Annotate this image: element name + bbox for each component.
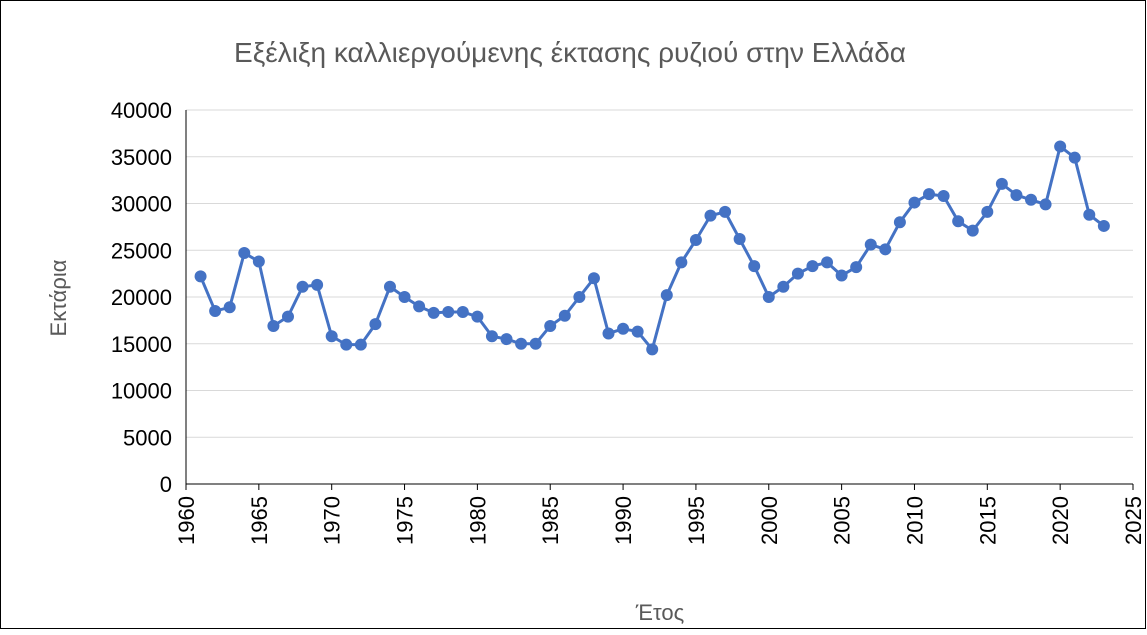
data-point	[223, 301, 236, 314]
data-point	[442, 305, 455, 318]
data-point	[791, 267, 804, 280]
data-point	[544, 319, 557, 332]
data-point	[646, 343, 659, 356]
x-axis-label: Έτος	[635, 600, 684, 625]
x-tick-label: 2020	[1048, 496, 1073, 545]
data-point	[1010, 189, 1023, 202]
data-point	[1097, 219, 1110, 232]
y-tick-label: 5000	[123, 425, 172, 450]
data-point	[529, 337, 542, 350]
data-point	[806, 260, 819, 273]
data-point	[675, 256, 688, 269]
data-point	[617, 322, 630, 335]
data-point	[325, 330, 338, 343]
data-point	[267, 319, 280, 332]
x-tick-label: 2025	[1121, 496, 1146, 545]
data-point	[631, 325, 644, 338]
data-point	[485, 330, 498, 343]
x-tick-label: 1990	[611, 496, 636, 545]
data-point	[879, 243, 892, 256]
x-tick-label: 2005	[830, 496, 855, 545]
data-point	[573, 291, 586, 303]
x-tick-label: 1970	[320, 496, 345, 545]
data-point	[398, 291, 411, 303]
y-tick-label: 40000	[111, 98, 172, 123]
y-tick-label: 20000	[111, 285, 172, 310]
data-point	[762, 291, 775, 303]
data-point	[864, 238, 877, 251]
data-point	[340, 338, 353, 351]
data-point	[995, 177, 1008, 190]
data-point	[515, 337, 528, 350]
x-tick-label: 2010	[902, 496, 927, 545]
data-point	[1039, 198, 1052, 211]
y-tick-label: 10000	[111, 379, 172, 404]
data-point	[733, 233, 746, 246]
data-point	[500, 333, 513, 346]
y-tick-label: 35000	[111, 145, 172, 170]
data-point	[194, 270, 207, 283]
data-point	[835, 269, 848, 282]
y-tick-label: 25000	[111, 238, 172, 263]
data-point	[850, 261, 863, 274]
x-tick-label: 1960	[174, 496, 199, 545]
data-point	[1054, 140, 1067, 153]
data-point	[704, 209, 717, 222]
x-tick-label: 2000	[757, 496, 782, 545]
y-tick-label: 0	[160, 472, 172, 497]
data-point	[369, 318, 382, 331]
data-point	[383, 280, 396, 293]
data-point	[719, 205, 732, 218]
y-axis-label: Εκτάρια	[46, 259, 71, 336]
data-point	[821, 256, 834, 269]
y-tick-label: 15000	[111, 332, 172, 357]
data-point	[471, 310, 484, 323]
data-point	[354, 338, 367, 351]
data-point	[252, 255, 265, 268]
data-point	[1068, 151, 1081, 164]
data-point	[966, 224, 979, 237]
data-point	[587, 272, 600, 285]
data-point	[923, 188, 936, 201]
x-tick-label: 1985	[538, 496, 563, 545]
data-point	[413, 300, 426, 313]
data-point	[456, 305, 469, 318]
data-point	[937, 190, 950, 203]
data-point	[238, 247, 251, 260]
x-tick-label: 2015	[975, 496, 1000, 545]
data-point	[281, 310, 294, 323]
data-point	[1083, 208, 1096, 221]
data-point	[981, 205, 994, 218]
x-tick-label: 1975	[393, 496, 418, 545]
data-point	[660, 289, 673, 302]
x-tick-label: 1980	[465, 496, 490, 545]
data-point	[427, 306, 440, 319]
y-tick-label: 30000	[111, 192, 172, 217]
data-point	[748, 260, 761, 273]
data-point	[296, 280, 309, 293]
data-point	[558, 309, 571, 322]
data-point	[1025, 193, 1038, 206]
data-point	[908, 196, 921, 209]
data-point	[602, 327, 615, 340]
data-point	[311, 278, 324, 291]
data-point	[777, 280, 790, 293]
x-tick-label: 1965	[247, 496, 272, 545]
data-point	[893, 216, 906, 229]
chart-title: Εξέλιξη καλλιεργούμενης έκτασης ρυζιού σ…	[234, 37, 906, 68]
x-tick-label: 1995	[684, 496, 709, 545]
data-point	[689, 233, 702, 246]
data-point	[209, 305, 222, 318]
data-point	[952, 215, 965, 228]
